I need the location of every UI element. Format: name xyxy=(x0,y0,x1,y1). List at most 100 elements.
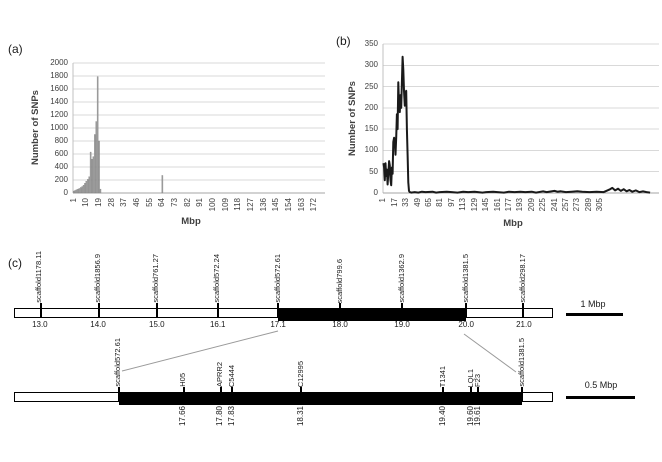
x-tick-label: 163 xyxy=(296,198,306,212)
chart-a-x-axis-title: Mbp xyxy=(181,216,201,227)
x-tick-label: 1 xyxy=(378,198,388,203)
marker-label: scaffold572.61 xyxy=(112,338,122,387)
marker-label: H05 xyxy=(177,373,187,387)
x-tick-label: 17 xyxy=(389,198,399,207)
bar xyxy=(78,188,81,194)
bar xyxy=(84,183,86,194)
map-tick xyxy=(464,303,467,317)
x-tick-label: 109 xyxy=(220,198,230,212)
y-tick-label: 600 xyxy=(54,149,68,158)
position-label: 15.0 xyxy=(149,320,165,329)
bar xyxy=(91,159,93,194)
bar xyxy=(85,181,88,194)
marker-label: scaffold572.61 xyxy=(272,254,282,303)
x-tick-label: 19 xyxy=(94,198,103,207)
position-label: 17.83 xyxy=(226,406,236,427)
y-tick-label: 1000 xyxy=(50,123,68,132)
panel-c-letter: (c) xyxy=(8,256,22,270)
bottom-scale-bar-line xyxy=(566,396,635,399)
chart-b-plot-area xyxy=(382,43,659,194)
map-tick xyxy=(219,387,222,401)
map-tick xyxy=(300,387,303,401)
top-scale-bar-label: 1 Mbp xyxy=(580,299,606,309)
x-tick-label: 273 xyxy=(572,198,582,212)
x-tick-label: 241 xyxy=(549,198,559,212)
marker-label: scaffold1362.9 xyxy=(396,254,406,303)
x-tick-label: 136 xyxy=(258,198,268,212)
marker-label: scaffold572.24 xyxy=(212,254,222,303)
position-label: 17.1 xyxy=(270,320,286,329)
y-tick-label: 800 xyxy=(54,136,68,145)
position-label: 19.61 xyxy=(473,406,483,427)
position-label: 19.0 xyxy=(394,320,410,329)
bar xyxy=(80,187,82,194)
x-tick-label: 145 xyxy=(481,198,491,212)
bar xyxy=(75,189,78,194)
x-tick-label: 81 xyxy=(435,198,445,207)
position-label: 16.1 xyxy=(209,320,226,329)
chart-b-x-axis-title: Mbp xyxy=(503,218,523,229)
y-tick-label: 150 xyxy=(364,124,378,134)
marker-label: scaffold799.6 xyxy=(334,258,344,303)
bar xyxy=(89,151,92,194)
x-tick-label: 64 xyxy=(157,198,167,207)
chart-a-plot-area xyxy=(72,62,325,194)
y-tick-label: 200 xyxy=(364,102,378,112)
y-tick-label: 200 xyxy=(54,175,68,184)
bar xyxy=(94,134,96,194)
position-label: 21.0 xyxy=(516,320,532,329)
y-tick-label: 1400 xyxy=(50,97,68,106)
map-tick xyxy=(400,303,403,317)
marker-label: scaffold1178.11 xyxy=(34,251,44,303)
map-tick xyxy=(522,303,524,317)
x-tick-label: 154 xyxy=(284,198,294,212)
map-tick xyxy=(231,387,234,401)
x-tick-label: 177 xyxy=(503,198,513,212)
map-tick xyxy=(39,303,42,317)
x-tick-label: 145 xyxy=(271,198,281,212)
x-tick-label: 97 xyxy=(446,198,456,207)
position-label: 17.66 xyxy=(177,406,187,427)
top-scale-bar-line xyxy=(566,313,623,316)
bottom-scale-bar-label: 0.5 Mbp xyxy=(584,380,618,390)
map-tick xyxy=(469,387,472,401)
bar xyxy=(96,76,99,194)
x-tick-label: 305 xyxy=(595,198,605,212)
y-tick-label: 0 xyxy=(63,188,68,197)
marker-label: C12995 xyxy=(295,360,305,387)
bar xyxy=(77,188,79,194)
marker-label: scaffold1381.5 xyxy=(460,254,470,303)
top-map-marker-labels: scaffold1178.11 scaffold1856.9 scaffold761… xyxy=(14,233,553,303)
marker-label: scaffold298.17 xyxy=(518,254,528,303)
bar xyxy=(88,176,90,194)
map-tick xyxy=(476,387,479,401)
bar xyxy=(92,156,95,194)
x-tick-label: 225 xyxy=(538,198,548,212)
bar xyxy=(95,121,97,194)
x-tick-label: 91 xyxy=(195,198,205,207)
x-tick-label: 33 xyxy=(401,198,411,207)
y-tick-label: 1200 xyxy=(50,110,68,119)
map-filled-region xyxy=(278,307,466,321)
bar xyxy=(74,190,76,194)
position-label: 14.0 xyxy=(90,320,106,329)
x-tick-label: 82 xyxy=(182,198,192,207)
y-tick-label: 350 xyxy=(364,39,378,48)
x-tick-label: 161 xyxy=(492,198,502,212)
panel-a-letter: (a) xyxy=(8,42,23,56)
marker-label: scaffold1381.5 xyxy=(517,338,527,387)
x-tick-label: 10 xyxy=(81,198,91,207)
map-tick xyxy=(441,387,444,401)
bar xyxy=(82,185,85,194)
bar xyxy=(98,140,100,194)
bottom-map-bar xyxy=(14,387,553,405)
x-tick-label: 100 xyxy=(208,198,218,212)
position-label: 17.80 xyxy=(214,406,224,427)
x-tick-label: 193 xyxy=(515,198,525,212)
position-label: 13.0 xyxy=(32,320,48,329)
map-tick xyxy=(520,387,523,401)
map-tick xyxy=(216,303,219,317)
marker-label: scaffold1856.9 xyxy=(92,254,102,303)
position-label: 18.0 xyxy=(332,320,348,329)
